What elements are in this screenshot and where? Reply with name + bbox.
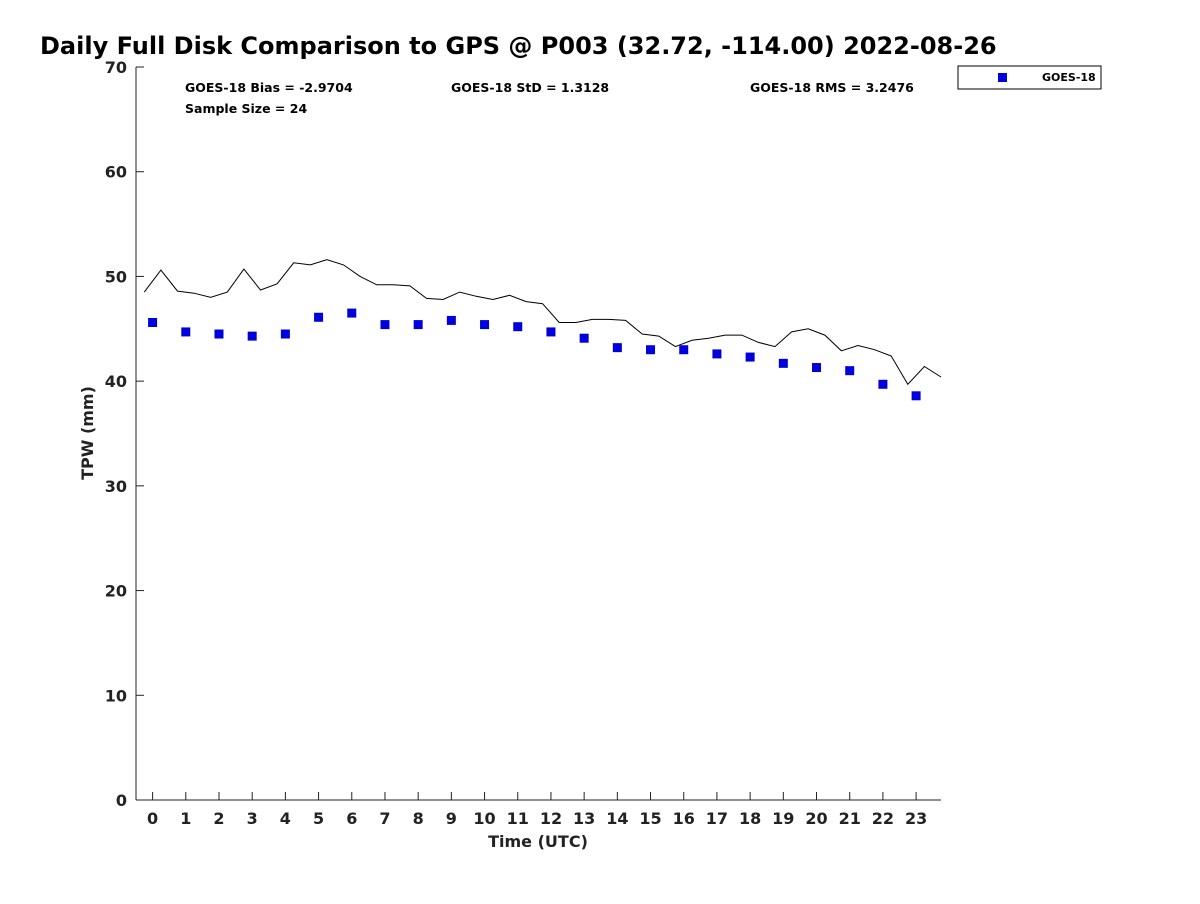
x-tick-label: 10 (473, 809, 495, 828)
series-layer (143, 259, 942, 401)
data-point (446, 315, 456, 325)
plot-axes (135, 67, 941, 801)
data-point (480, 320, 490, 330)
data-point (612, 343, 622, 353)
reference-series-line (143, 259, 942, 386)
data-point (911, 391, 921, 401)
data-point (679, 345, 689, 355)
legend-label: GOES-18 (1042, 71, 1096, 84)
x-tick-label: 6 (346, 809, 357, 828)
data-point (712, 349, 722, 359)
rms-stat: GOES-18 RMS = 3.2476 (750, 80, 914, 95)
x-tick-label: 16 (673, 809, 695, 828)
bias-stat: GOES-18 Bias = -2.9704 (185, 80, 353, 95)
data-point (314, 312, 324, 322)
x-tick-label: 18 (739, 809, 761, 828)
x-tick-label: 14 (606, 809, 628, 828)
data-point (745, 352, 755, 362)
y-tick-label: 40 (105, 372, 127, 391)
x-tick-label: 21 (839, 809, 861, 828)
y-tick-label: 20 (105, 582, 127, 601)
x-tick-label: 7 (379, 809, 390, 828)
data-point (778, 358, 788, 368)
x-tick-label: 12 (540, 809, 562, 828)
legend: GOES-18 (957, 65, 1102, 90)
x-tick-label: 23 (905, 809, 927, 828)
y-axis-label: TPW (mm) (78, 386, 97, 480)
data-point (280, 329, 290, 339)
data-point (247, 331, 257, 341)
x-tick-label: 19 (772, 809, 794, 828)
chart-title: Daily Full Disk Comparison to GPS @ P003… (40, 32, 997, 60)
y-tick-label: 70 (105, 58, 127, 77)
std-stat: GOES-18 StD = 1.3128 (451, 80, 609, 95)
data-point (181, 327, 191, 337)
data-point (878, 379, 888, 389)
data-point (413, 320, 423, 330)
data-point (812, 363, 822, 373)
data-point (579, 333, 589, 343)
x-tick-label: 15 (639, 809, 661, 828)
y-tick-label: 60 (105, 163, 127, 182)
x-tick-label: 17 (706, 809, 728, 828)
y-tick-label: 30 (105, 477, 127, 496)
x-tick-label: 22 (872, 809, 894, 828)
x-axis-label: Time (UTC) (488, 832, 588, 851)
x-tick-label: 13 (573, 809, 595, 828)
x-tick-label: 8 (413, 809, 424, 828)
sample-size-stat: Sample Size = 24 (185, 101, 307, 116)
data-point (148, 318, 158, 328)
x-tick-label: 1 (180, 809, 191, 828)
x-tick-label: 20 (805, 809, 827, 828)
x-tick-label: 11 (507, 809, 529, 828)
data-point (513, 322, 523, 332)
data-point (347, 308, 357, 318)
legend-box (957, 65, 1102, 90)
y-tick-label: 50 (105, 267, 127, 286)
x-tick-label: 5 (313, 809, 324, 828)
y-tick-label: 10 (105, 686, 127, 705)
data-point (845, 366, 855, 376)
x-tick-label: 3 (247, 809, 258, 828)
legend-marker (998, 73, 1007, 82)
data-point (380, 320, 390, 330)
data-point (546, 327, 556, 337)
data-point (214, 329, 224, 339)
x-tick-label: 4 (280, 809, 291, 828)
y-tick-label: 0 (116, 791, 127, 810)
data-point (646, 345, 656, 355)
x-tick-label: 0 (147, 809, 158, 828)
x-tick-label: 2 (213, 809, 224, 828)
x-tick-label: 9 (446, 809, 457, 828)
